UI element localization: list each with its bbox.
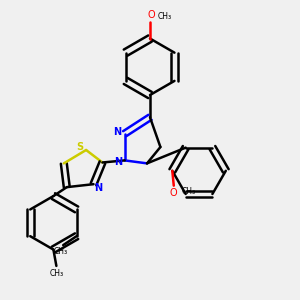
- Text: CH₃: CH₃: [181, 187, 195, 196]
- Text: CH₃: CH₃: [49, 269, 63, 278]
- Text: N: N: [94, 183, 102, 193]
- Text: CH₃: CH₃: [158, 12, 172, 21]
- Text: CH₃: CH₃: [53, 248, 67, 256]
- Text: O: O: [170, 188, 178, 198]
- Text: O: O: [148, 10, 155, 20]
- Text: N: N: [114, 157, 122, 167]
- Text: S: S: [76, 142, 84, 152]
- Text: N: N: [113, 127, 122, 137]
